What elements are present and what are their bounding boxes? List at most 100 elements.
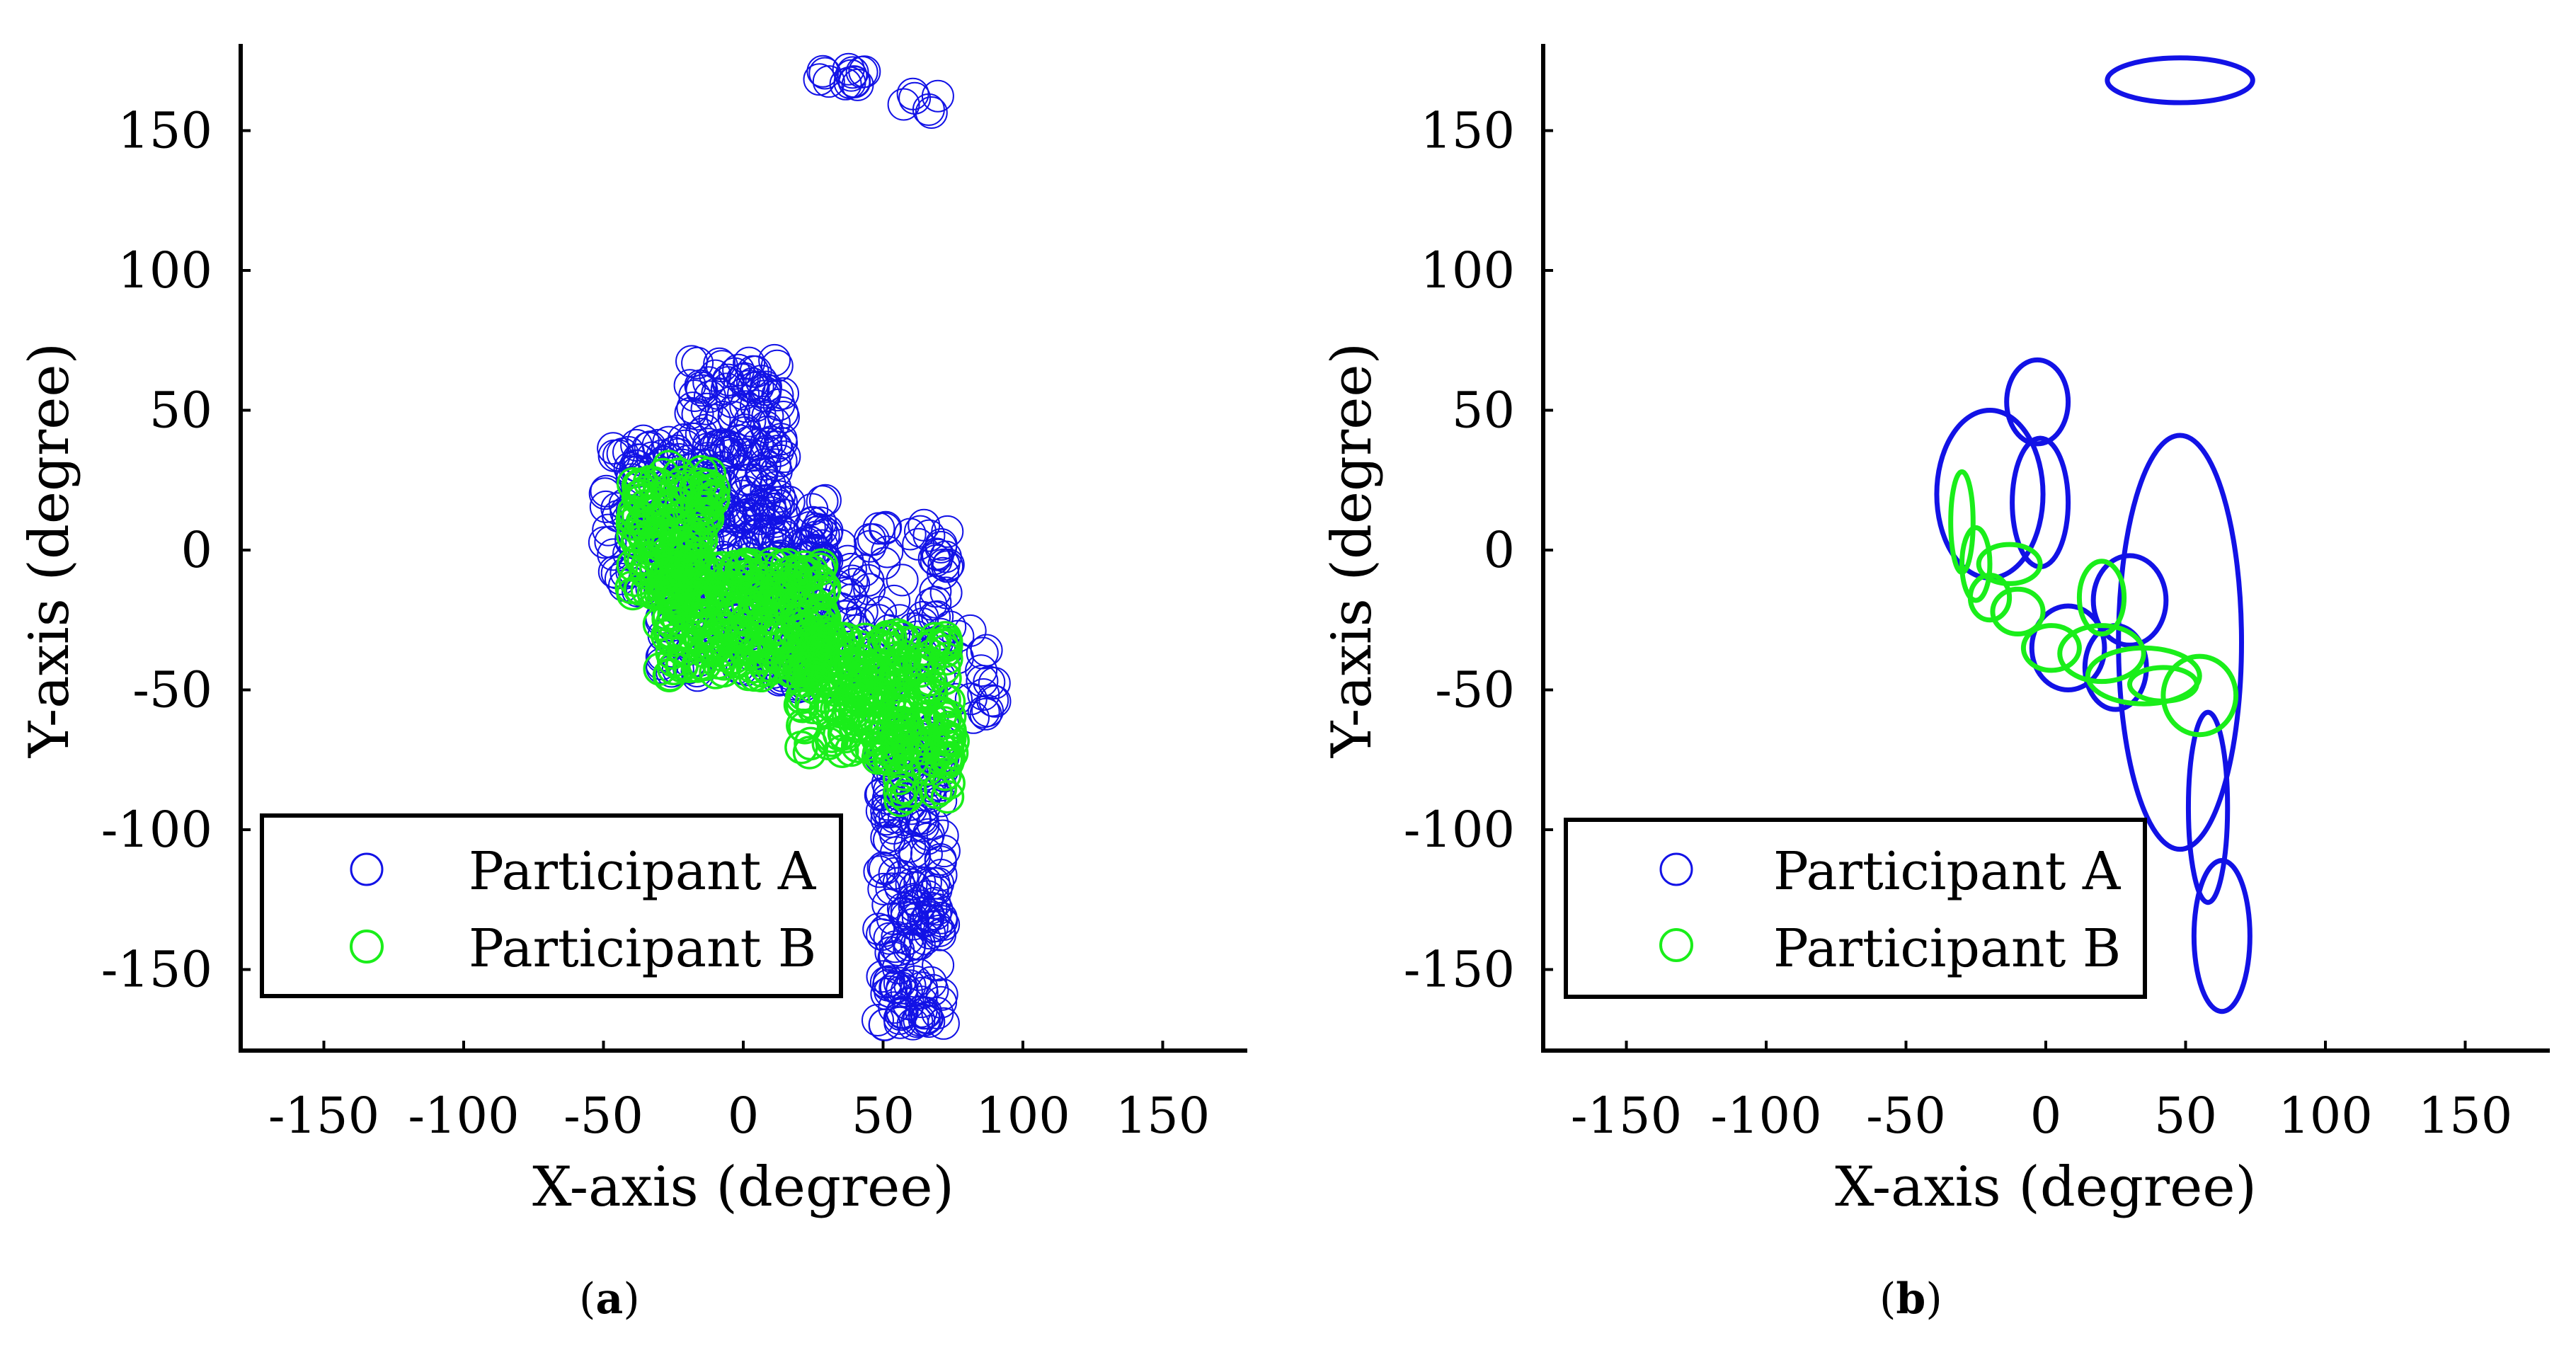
scatter-point — [835, 59, 868, 92]
scatter-point — [929, 576, 963, 610]
covariance-ellipse — [2185, 709, 2231, 905]
scatter-point — [705, 638, 739, 672]
scatter-point — [920, 537, 954, 571]
scatter-point — [786, 554, 820, 589]
panel-b-x-axis-label: X-axis (degree) — [1835, 1155, 2257, 1219]
panel-b-ellipses: -150 -100 -50 0 50 100 150150100500-50-100-150… — [1320, 44, 2550, 1219]
scatter-point — [932, 548, 965, 581]
scatter-point — [785, 690, 820, 724]
scatter-point — [881, 951, 915, 985]
scatter-point — [719, 549, 753, 584]
panel-b-y-tick-label: -50 — [1435, 661, 1515, 719]
scatter-point — [624, 467, 658, 501]
scatter-point — [969, 697, 1002, 731]
scatter-point — [871, 535, 904, 568]
scatter-point — [737, 371, 770, 404]
scatter-point — [612, 435, 645, 469]
scatter-point — [796, 690, 830, 725]
panel-a-y-tick-label: 150 — [118, 102, 212, 160]
scatter-point — [648, 557, 683, 592]
scatter-point — [905, 976, 939, 1010]
scatter-point — [678, 379, 711, 412]
panel-b-series-participant-b — [1948, 469, 2239, 738]
scatter-point — [915, 628, 950, 662]
scatter-point — [925, 696, 959, 730]
scatter-point — [898, 625, 932, 660]
panel-b-x-tick-label: -150 — [1571, 1087, 1682, 1145]
panel-b-legend-marker-a — [1659, 852, 1693, 886]
scatter-point — [871, 888, 905, 921]
scatter-point — [898, 81, 932, 115]
scatter-point — [912, 93, 945, 126]
scatter-point — [970, 634, 1003, 667]
scatter-point — [878, 670, 912, 704]
scatter-point — [898, 890, 931, 923]
scatter-point — [879, 971, 912, 1004]
scatter-point — [878, 584, 911, 617]
scatter-point — [690, 392, 723, 425]
scatter-point — [885, 706, 920, 740]
scatter-point — [886, 564, 919, 597]
panel-a-scatter: -150 -100 -50 0 50 100 150150100500-50-100-150… — [18, 44, 1247, 1219]
scatter-point — [910, 1001, 944, 1034]
scatter-point — [740, 581, 774, 615]
scatter-point — [806, 55, 840, 88]
scatter-point — [727, 550, 762, 585]
scatter-point — [863, 855, 896, 888]
scatter-point — [806, 485, 839, 518]
covariance-ellipse — [2127, 665, 2199, 704]
scatter-point — [924, 918, 956, 951]
panel-a-x-tick-label: 100 — [975, 1087, 1070, 1145]
scatter-point — [615, 501, 650, 536]
scatter-point — [912, 519, 946, 552]
scatter-point — [866, 960, 899, 993]
scatter-point — [884, 871, 917, 905]
scatter-point — [887, 88, 920, 121]
covariance-ellipse — [1990, 586, 2046, 637]
scatter-point — [801, 513, 834, 546]
scatter-point — [762, 489, 795, 522]
scatter-point — [759, 448, 791, 481]
panel-b-y-tick-label: 50 — [1452, 382, 1515, 440]
scatter-point — [886, 771, 920, 805]
scatter-point — [698, 404, 731, 437]
scatter-point — [845, 595, 878, 628]
scatter-point — [699, 359, 732, 392]
scatter-point — [928, 701, 963, 736]
scatter-point — [754, 648, 789, 683]
scatter-point — [828, 657, 862, 692]
scatter-point — [703, 610, 737, 644]
scatter-point — [792, 736, 827, 770]
panel-a-x-axis-label: X-axis (degree) — [532, 1155, 954, 1219]
scatter-point — [681, 346, 714, 379]
scatter-point — [861, 628, 896, 663]
panel-b-x-tick-label: 150 — [2418, 1087, 2513, 1145]
panel-b-y-tick-label: -150 — [1404, 941, 1515, 999]
scatter-point — [812, 65, 845, 98]
panel-a-x-tick-label: 150 — [1116, 1087, 1210, 1145]
scatter-point — [874, 975, 907, 1008]
scatter-point — [697, 472, 731, 506]
scatter-point — [806, 649, 841, 684]
scatter-point — [868, 547, 901, 580]
scatter-point — [877, 811, 910, 845]
scatter-point — [727, 630, 762, 664]
scatter-point — [701, 377, 734, 410]
scatter-point — [709, 571, 743, 605]
scatter-point — [978, 685, 1012, 718]
scatter-point — [804, 598, 838, 633]
panel-a-x-tick-label: 0 — [728, 1087, 760, 1145]
scatter-point — [627, 503, 661, 537]
scatter-point — [815, 719, 849, 753]
covariance-ellipse — [2076, 559, 2127, 637]
scatter-point — [870, 821, 903, 854]
scatter-point — [883, 774, 917, 808]
panel-b-y-axis-label: Y-axis (degree) — [1320, 343, 1384, 758]
scatter-point — [728, 362, 761, 395]
scatter-point — [850, 649, 885, 684]
panel-a-legend-marker-a — [350, 852, 384, 886]
panel-b-label-letter: b — [1896, 1274, 1926, 1324]
scatter-point — [685, 492, 720, 527]
panel-a-label-letter: a — [595, 1274, 624, 1324]
scatter-point — [921, 79, 954, 113]
